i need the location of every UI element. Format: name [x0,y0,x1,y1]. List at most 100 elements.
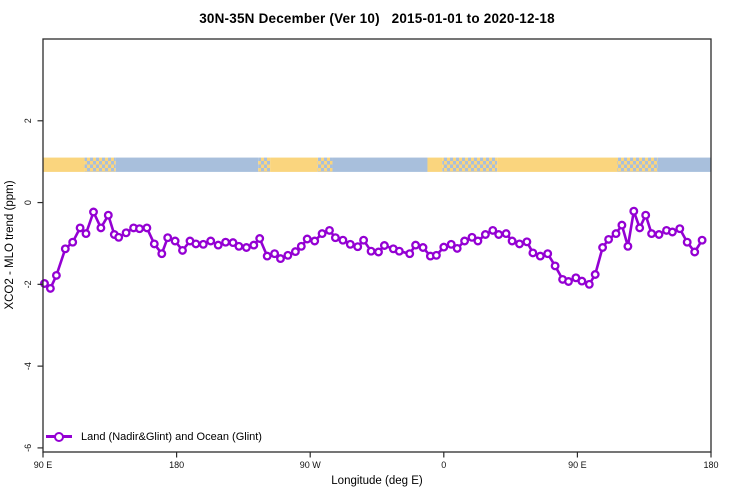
data-point-marker [535,251,545,261]
x-tick-label: 180 [169,460,184,470]
data-point-marker [604,234,614,244]
data-point-marker [446,239,456,249]
map-strip-segment-mixed [617,157,658,172]
data-point-marker [473,236,483,246]
data-point-marker [359,235,369,245]
map-strip-segment-mixed [258,157,271,172]
data-point-marker [325,225,334,235]
data-point-marker [494,230,504,239]
data-point-marker [480,230,490,239]
data-point-marker [163,233,173,243]
data-point-marker [114,232,124,242]
data-point-marker [75,223,85,233]
data-point-marker [379,241,389,250]
map-strip-segment-mixed [442,157,498,172]
data-point-marker [170,236,180,246]
data-point-marker [213,240,223,250]
data-point-marker [221,237,231,247]
data-point-marker [374,247,383,257]
x-tick-label: 0 [441,460,446,470]
data-point-marker [262,251,272,261]
x-tick-label: 90 W [300,460,322,470]
data-point-marker [488,225,498,235]
data-point-marker [228,238,238,248]
data-point-marker [45,283,55,293]
data-point-marker [317,229,327,239]
data-point-marker [81,229,91,239]
data-point-marker [206,236,216,246]
data-point-marker [353,242,363,252]
data-point-marker [564,277,573,286]
map-strip-segment-mixed [317,157,333,172]
data-point-marker [411,240,421,250]
data-point-marker [290,247,300,257]
data-point-marker [507,236,517,246]
data-point-marker [338,235,348,245]
legend-series-marker-icon [46,431,72,442]
data-point-marker [682,237,692,247]
map-strip-segment-ocean [657,157,711,172]
data-point-marker [590,270,600,279]
x-tick-label: 90 E [568,460,587,470]
y-tick-label: 0 [23,200,33,205]
data-point-marker [439,242,449,252]
data-point-marker [234,241,244,251]
data-point-marker [51,270,61,280]
data-point-marker [617,220,627,230]
data-point-marker [121,228,131,238]
data-point-marker [431,250,441,260]
data-point-marker [528,248,538,258]
data-point-marker [276,254,285,264]
data-point-marker [157,249,167,259]
data-point-marker [149,239,159,249]
data-point-marker [310,236,320,246]
data-point-marker [241,243,251,252]
data-point-marker [418,243,428,252]
data-point-marker [598,243,608,252]
data-point-marker [366,246,376,256]
data-point-marker [142,223,152,233]
data-point-marker [577,276,587,286]
y-tick-label: -6 [23,444,33,452]
data-point-marker [345,239,355,249]
data-point-marker [103,210,113,220]
legend-label: Land (Nadir&Glint) and Ocean (Glint) [81,430,262,443]
data-point-marker [623,241,633,251]
data-point-marker [515,239,524,249]
data-point-marker [667,227,677,237]
legend: Land (Nadir&Glint) and Ocean (Glint) [46,429,262,444]
map-strip-segment-ocean [115,157,259,172]
data-point-marker [697,235,707,245]
data-point-marker [654,230,664,239]
map-strip-segment-land [497,157,618,172]
data-point-marker [452,243,462,253]
data-point-marker [690,247,700,257]
data-point-marker [96,223,106,233]
map-strip-segment-ocean [332,157,428,172]
map-strip-segment-land [427,157,443,172]
data-point-marker [405,249,415,259]
data-point-marker [584,279,594,289]
data-point-marker [255,234,265,243]
map-strip-segment-land [43,157,85,172]
data-point-marker [283,250,293,260]
data-point-marker [198,239,208,249]
data-point-marker [60,244,70,254]
x-tick-label: 180 [703,460,718,470]
data-point-marker [635,223,645,233]
data-point-marker [330,233,340,243]
data-point-marker [394,246,404,256]
data-point-marker [302,234,312,244]
data-point-marker [296,241,306,251]
data-point-marker [89,207,98,217]
data-point-marker [249,240,259,250]
y-tick-label: -4 [23,362,33,370]
x-axis-title: Longitude (deg E) [331,475,423,487]
plot-border [42,38,712,453]
data-point-marker [543,249,553,259]
data-point-marker [467,232,477,242]
data-point-marker [675,224,685,234]
data-point-marker [550,261,560,271]
